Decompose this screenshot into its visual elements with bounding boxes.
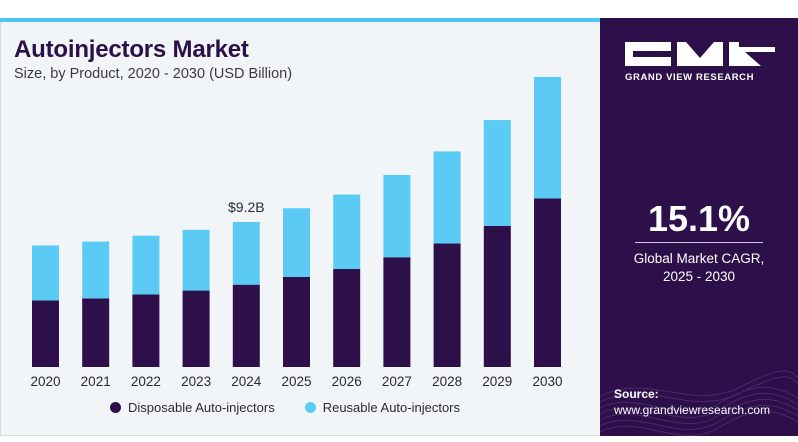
chart-legend: Disposable Auto-injectors Reusable Auto-… <box>110 400 460 415</box>
bar-reusable-2028 <box>433 151 461 244</box>
x-tick-label-2026: 2026 <box>332 374 362 389</box>
x-tick-label-2022: 2022 <box>131 374 161 389</box>
bar-disposable-2026 <box>333 269 361 367</box>
legend-swatch-reusable <box>304 402 316 413</box>
bar-reusable-2021 <box>82 241 110 299</box>
x-tick-label-2028: 2028 <box>432 374 462 389</box>
x-tick-label-2021: 2021 <box>81 374 111 389</box>
bar-reusable-2026 <box>333 194 361 269</box>
source-note: Source: www.grandviewresearch.com <box>614 386 770 418</box>
logo-mark-v <box>677 42 723 66</box>
bar-reusable-2029 <box>483 120 511 226</box>
legend-label-reusable: Reusable Auto-injectors <box>322 400 461 415</box>
cagr-label: Global Market CAGR, 2025 - 2030 <box>600 250 798 286</box>
x-tick-label-2030: 2030 <box>532 374 562 389</box>
bar-reusable-2024 <box>232 221 260 285</box>
x-tick-label-2027: 2027 <box>382 374 412 389</box>
cagr-label-line1: Global Market CAGR, <box>633 251 765 266</box>
bar-disposable-2028 <box>433 243 461 367</box>
chart-title: Autoinjectors Market <box>14 36 249 63</box>
bar-reusable-2023 <box>182 229 210 291</box>
source-url[interactable]: www.grandviewresearch.com <box>614 403 771 417</box>
logo-marks <box>625 42 775 66</box>
legend-swatch-disposable <box>110 402 121 413</box>
sidebar-panel: GRAND VIEW RESEARCH 15.1% Global Market … <box>600 18 798 436</box>
legend-label-disposable: Disposable Auto-injectors <box>128 400 275 415</box>
bar-reusable-2030 <box>534 76 561 199</box>
x-tick-label-2020: 2020 <box>30 374 60 389</box>
cagr-label-line2: 2025 - 2030 <box>662 269 736 284</box>
source-label: Source: <box>614 387 659 401</box>
bar-chart: 2020 2021 2022 2023 2024 $9.2B 2025 2026 2027 202… <box>30 76 563 389</box>
decorative-wave-pattern <box>600 370 798 436</box>
bar-disposable-2027 <box>383 257 411 367</box>
logo-mark-g <box>625 42 671 66</box>
x-tick-label-2029: 2029 <box>482 374 512 389</box>
bar-reusable-2020 <box>32 245 59 301</box>
top-accent-line <box>0 18 798 22</box>
bar-disposable-2024 <box>232 284 260 367</box>
logo-text: GRAND VIEW RESEARCH <box>625 72 755 83</box>
bar-disposable-2021 <box>82 298 110 367</box>
bar-reusable-2022 <box>132 235 160 295</box>
logo-mark-r <box>729 42 775 66</box>
legend-item-reusable: Reusable Auto-injectors <box>304 400 461 415</box>
bar-disposable-2023 <box>182 290 210 367</box>
bar-disposable-2030 <box>534 198 561 367</box>
x-tick-label-2024: 2024 <box>231 374 262 389</box>
chart-subtitle: Size, by Product, 2020 - 2030 (USD Billi… <box>14 66 293 82</box>
annotation-label-2024: $9.2B <box>228 199 265 215</box>
bar-disposable-2029 <box>483 225 511 367</box>
cagr-value: 15.1% <box>647 198 751 239</box>
cagr-divider <box>635 242 763 243</box>
bar-reusable-2027 <box>383 174 411 258</box>
legend-item-disposable: Disposable Auto-injectors <box>110 400 275 415</box>
x-tick-label-2025: 2025 <box>281 374 311 389</box>
bar-disposable-2020 <box>32 300 59 367</box>
brand-logo: GRAND VIEW RESEARCH <box>625 42 775 83</box>
bar-disposable-2025 <box>283 276 310 367</box>
x-tick-label-2023: 2023 <box>181 374 211 389</box>
bar-reusable-2025 <box>283 208 310 277</box>
bar-disposable-2022 <box>132 294 160 367</box>
